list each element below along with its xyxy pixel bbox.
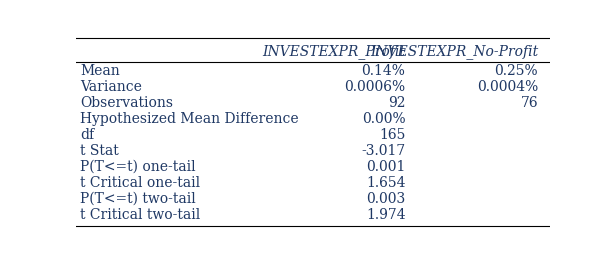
Text: Hypothesized Mean Difference: Hypothesized Mean Difference [80,112,299,126]
Text: 0.003: 0.003 [366,192,406,206]
Text: 0.001: 0.001 [366,160,406,174]
Text: -3.017: -3.017 [361,144,406,158]
Text: t Critical two-tail: t Critical two-tail [80,207,200,221]
Text: df: df [80,128,94,142]
Text: 92: 92 [388,96,406,110]
Text: INVESTEXPR_Profit: INVESTEXPR_Profit [263,45,406,60]
Text: 0.14%: 0.14% [362,64,406,78]
Text: 1.974: 1.974 [366,207,406,221]
Text: Observations: Observations [80,96,173,110]
Text: INVESTEXPR_No-Profit: INVESTEXPR_No-Profit [370,45,538,60]
Text: 1.654: 1.654 [366,176,406,190]
Text: Mean: Mean [80,64,120,78]
Text: 165: 165 [379,128,406,142]
Text: 0.0004%: 0.0004% [477,80,538,94]
Text: 0.25%: 0.25% [494,64,538,78]
Text: P(T<=t) two-tail: P(T<=t) two-tail [80,192,196,206]
Text: t Critical one-tail: t Critical one-tail [80,176,200,190]
Text: Variance: Variance [80,80,142,94]
Text: 76: 76 [521,96,538,110]
Text: 0.0006%: 0.0006% [345,80,406,94]
Text: 0.00%: 0.00% [362,112,406,126]
Text: P(T<=t) one-tail: P(T<=t) one-tail [80,160,196,174]
Text: t Stat: t Stat [80,144,119,158]
